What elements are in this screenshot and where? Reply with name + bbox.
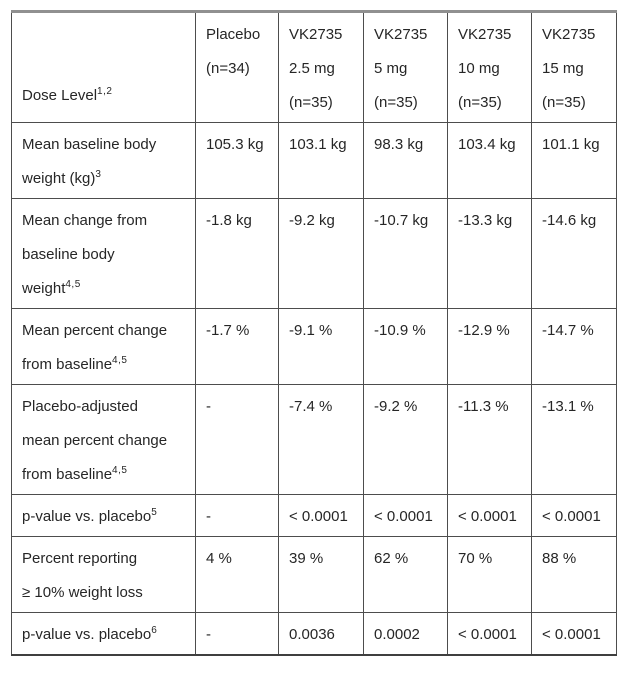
table-row-3: Placebo-adjusted mean percent change fro… [11, 384, 617, 495]
value-cell-r0-c3: 103.4 kg [447, 122, 532, 199]
header-cell-group-1: VK2735 2.5 mg (n=35) [278, 11, 364, 123]
table-row-5: Percent reporting ≥ 10% weight loss 4 % 39… [11, 536, 617, 613]
value-cell-r2-c1: -9.1 % [278, 308, 364, 385]
row-label: Mean change from baseline body weight4,5 [11, 198, 196, 309]
value-cell-r5-c4: 88 % [531, 536, 617, 613]
header-cell-group-4: VK2735 15 mg (n=35) [531, 11, 617, 123]
value-cell-r6-c0: - [195, 612, 279, 656]
header-cell-group-2: VK2735 5 mg (n=35) [363, 11, 448, 123]
footnote-superscript: 4,5 [112, 465, 128, 476]
value-cell-r1-c2: -10.7 kg [363, 198, 448, 309]
value-cell-r4-c4: < 0.0001 [531, 494, 617, 537]
row-label: Percent reporting ≥ 10% weight loss [11, 536, 196, 613]
value-cell-r3-c4: -13.1 % [531, 384, 617, 495]
value-cell-r6-c2: 0.0002 [363, 612, 448, 656]
table-row-1: Mean change from baseline body weight4,5… [11, 198, 617, 309]
row-label: Placebo-adjusted mean percent change fro… [11, 384, 196, 495]
value-cell-r3-c1: -7.4 % [278, 384, 364, 495]
value-cell-r0-c1: 103.1 kg [278, 122, 364, 199]
value-cell-r3-c0: - [195, 384, 279, 495]
value-cell-r4-c1: < 0.0001 [278, 494, 364, 537]
value-cell-r6-c1: 0.0036 [278, 612, 364, 656]
value-cell-r2-c4: -14.7 % [531, 308, 617, 385]
header-cell-group-3: VK2735 10 mg (n=35) [447, 11, 532, 123]
row-label: Mean percent change from baseline4,5 [11, 308, 196, 385]
table-row-2: Mean percent change from baseline4,5 -1.7… [11, 308, 617, 385]
table-row-0: Mean baseline body weight (kg)3 105.3 kg 1… [11, 122, 617, 199]
value-cell-r0-c4: 101.1 kg [531, 122, 617, 199]
value-cell-r4-c0: - [195, 494, 279, 537]
row-label: p-value vs. placebo6 [11, 612, 196, 656]
header-cell-group-0: Placebo (n=34) [195, 11, 279, 123]
footnote-superscript: 3 [95, 169, 102, 180]
value-cell-r1-c0: -1.8 kg [195, 198, 279, 309]
value-cell-r3-c3: -11.3 % [447, 384, 532, 495]
value-cell-r0-c2: 98.3 kg [363, 122, 448, 199]
value-cell-r5-c1: 39 % [278, 536, 364, 613]
table-row-6: p-value vs. placebo6-0.0036 0.0002 < 0.000… [11, 612, 617, 656]
table-header-row: Dose Level1,2 Placebo (n=34) VK2735 2.5 mg… [11, 11, 617, 123]
footnote-superscript: 1,2 [97, 86, 113, 97]
value-cell-r1-c3: -13.3 kg [447, 198, 532, 309]
value-cell-r5-c0: 4 % [195, 536, 279, 613]
value-cell-r5-c3: 70 % [447, 536, 532, 613]
table-body: Mean baseline body weight (kg)3 105.3 kg 1… [11, 122, 617, 656]
row-label: Mean baseline body weight (kg)3 [11, 122, 196, 199]
value-cell-r1-c4: -14.6 kg [531, 198, 617, 309]
value-cell-r2-c0: -1.7 % [195, 308, 279, 385]
footnote-superscript: 4,5 [112, 355, 128, 366]
value-cell-r3-c2: -9.2 % [363, 384, 448, 495]
value-cell-r0-c0: 105.3 kg [195, 122, 279, 199]
value-cell-r1-c1: -9.2 kg [278, 198, 364, 309]
value-cell-r2-c3: -12.9 % [447, 308, 532, 385]
value-cell-r4-c3: < 0.0001 [447, 494, 532, 537]
value-cell-r5-c2: 62 % [363, 536, 448, 613]
value-cell-r6-c3: < 0.0001 [447, 612, 532, 656]
header-cell-dose-level: Dose Level1,2 [11, 11, 196, 123]
footnote-superscript: 6 [151, 625, 158, 636]
value-cell-r4-c2: < 0.0001 [363, 494, 448, 537]
vk2735-results-table: Dose Level1,2 Placebo (n=34) VK2735 2.5 mg… [11, 10, 617, 656]
row-label: p-value vs. placebo5 [11, 494, 196, 537]
value-cell-r2-c2: -10.9 % [363, 308, 448, 385]
footnote-superscript: 4,5 [65, 279, 81, 290]
footnote-superscript: 5 [151, 507, 158, 518]
value-cell-r6-c4: < 0.0001 [531, 612, 617, 656]
table-row-4: p-value vs. placebo5- < 0.0001 < 0.0001 < 0… [11, 494, 617, 537]
table-header: Dose Level1,2 Placebo (n=34) VK2735 2.5 mg… [11, 11, 617, 123]
